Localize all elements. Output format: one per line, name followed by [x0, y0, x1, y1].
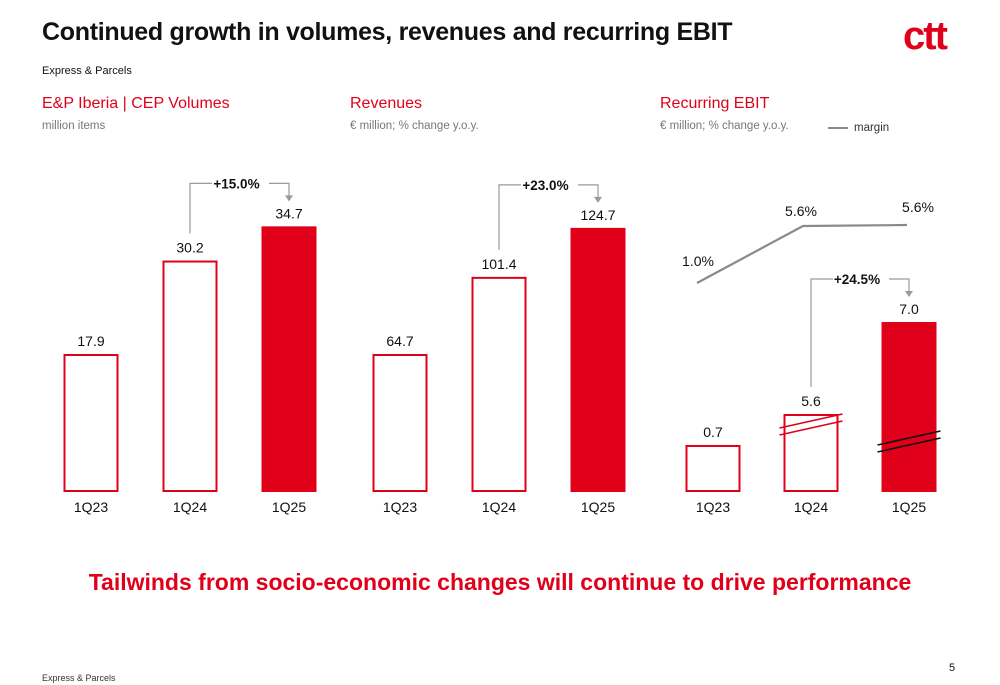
ebit-growth-bracket	[889, 278, 910, 293]
ebit-bar	[685, 445, 741, 492]
revenues-bar	[471, 276, 527, 492]
ebit-growth-bracket	[810, 278, 833, 387]
ebit-value-label: 7.0	[899, 301, 919, 317]
ebit-axis-break	[877, 437, 941, 453]
revenues-chart-subtitle: € million; % change y.o.y.	[350, 120, 479, 132]
revenues-growth-bracket	[498, 184, 521, 250]
volumes-growth-bracket	[189, 182, 212, 234]
volumes-category-label: 1Q23	[74, 499, 108, 515]
revenues-category-label: 1Q25	[581, 499, 615, 515]
volumes-category-label: 1Q25	[272, 499, 306, 515]
volumes-growth-label: +15.0%	[213, 176, 259, 191]
revenues-value-label: 124.7	[580, 207, 615, 223]
volumes-value-label: 34.7	[275, 205, 302, 221]
ebit-axis-break	[779, 413, 843, 429]
volumes-chart-title: E&P Iberia | CEP Volumes	[42, 95, 230, 112]
volumes-bar	[63, 354, 119, 492]
margin-value-label: 1.0%	[682, 253, 714, 269]
margin-value-label: 5.6%	[902, 199, 934, 215]
ebit-chart-title: Recurring EBIT	[660, 95, 770, 112]
revenues-growth-label: +23.0%	[522, 178, 568, 193]
revenues-growth-arrow	[594, 196, 602, 203]
footer-text: Express & Parcels	[42, 673, 116, 683]
page-title: Continued growth in volumes, revenues an…	[42, 18, 733, 46]
ebit-growth-arrow	[905, 291, 913, 297]
volumes-growth-arrow	[285, 195, 293, 202]
ebit-growth-label: +24.5%	[834, 272, 880, 287]
margin-value-label: 5.6%	[785, 203, 817, 219]
ebit-bar	[783, 414, 839, 492]
revenues-category-label: 1Q23	[383, 499, 417, 515]
volumes-bar	[162, 260, 218, 492]
volumes-growth-bracket	[269, 182, 290, 198]
margin-line	[696, 223, 908, 284]
page-number: 5	[949, 662, 956, 674]
volumes-category-label: 1Q24	[173, 499, 207, 515]
revenues-bar	[570, 227, 626, 492]
revenues-value-label: 101.4	[481, 256, 516, 272]
ebit-chart-subtitle: € million; % change y.o.y.	[660, 120, 789, 132]
revenues-value-label: 64.7	[386, 333, 413, 349]
ebit-category-label: 1Q25	[892, 499, 926, 515]
volumes-value-label: 17.9	[77, 333, 104, 349]
ebit-category-label: 1Q23	[696, 499, 730, 515]
volumes-chart-subtitle: million items	[42, 120, 106, 132]
revenues-category-label: 1Q24	[482, 499, 516, 515]
ctt-logo: ctt	[903, 14, 948, 58]
ebit-axis-break	[877, 430, 941, 446]
ebit-bar	[881, 322, 937, 492]
revenues-chart-title: Revenues	[350, 95, 423, 112]
revenues-growth-bracket	[578, 184, 599, 199]
legend-line-swatch	[828, 126, 848, 129]
legend-label: margin	[854, 122, 890, 134]
ebit-value-label: 5.6	[801, 393, 821, 409]
ebit-axis-break	[779, 420, 843, 436]
margin-legend: margin	[828, 122, 889, 134]
section-label: Express & Parcels	[42, 65, 132, 77]
ebit-category-label: 1Q24	[794, 499, 828, 515]
volumes-value-label: 30.2	[176, 240, 203, 256]
ebit-value-label: 0.7	[703, 424, 723, 440]
volumes-bar	[261, 226, 317, 492]
tagline: Tailwinds from socio-economic changes wi…	[88, 569, 912, 595]
revenues-bar	[372, 354, 428, 492]
